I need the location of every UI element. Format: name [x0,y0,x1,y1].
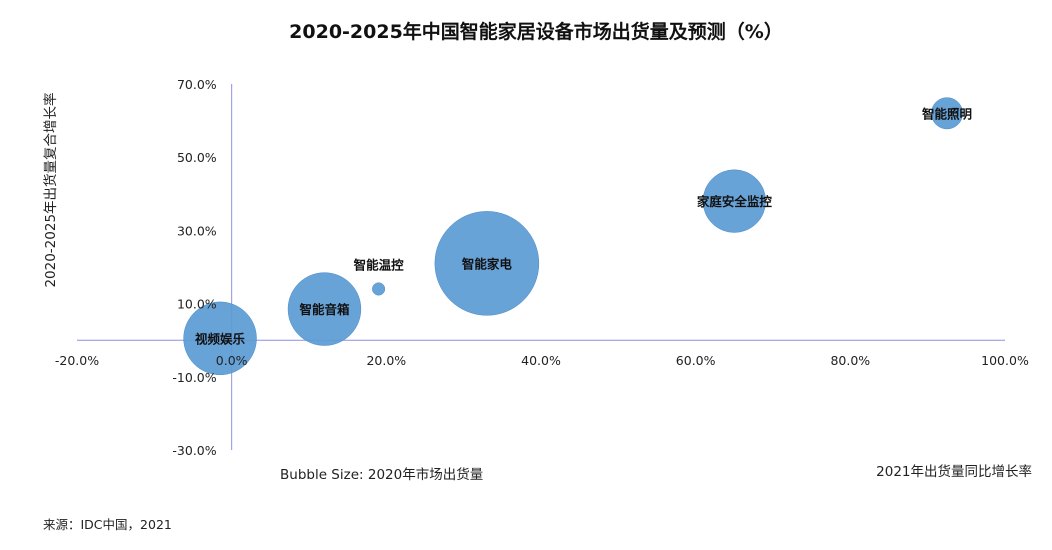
bubbles [183,97,963,376]
x-tick-label: -20.0% [55,353,99,368]
bubble-size-note: Bubble Size: 2020年市场出货量 [280,466,483,483]
bubble [287,272,362,346]
y-tick-label: 10.0% [177,297,217,312]
y-axis-title: 2020-2025年出货量复合增长率 [42,92,59,287]
x-tick-labels: -20.0% 0.0% 20.0% 40.0% 60.0% 80.0% 100.0% [55,353,1029,368]
y-tick-label: -10.0% [172,370,216,385]
x-tick-label: 40.0% [521,353,561,368]
bubble [434,211,540,316]
bubble-label: 智能家电 [461,256,513,271]
x-tick-label: 20.0% [366,353,406,368]
source-note: 来源：IDC中国，2021 [43,517,172,532]
bubble-label: 家庭安全监控 [697,194,773,209]
x-tick-label: 80.0% [830,353,870,368]
y-tick-labels: -30.0% -10.0% 10.0% 30.0% 50.0% 70.0% [172,77,216,458]
bubble-label: 智能音箱 [298,302,350,317]
bubble-labels: 视频娱乐 智能音箱 智能温控 智能家电 家庭安全监控 智能照明 [195,106,972,346]
x-tick-label: 0.0% [216,353,248,368]
y-tick-label: 70.0% [177,77,217,92]
bubble [702,169,766,233]
bubble-label: 智能温控 [353,258,405,273]
y-tick-label: -30.0% [172,443,216,458]
axes [77,84,1005,450]
bubble [931,97,963,130]
x-tick-label: 60.0% [676,353,716,368]
x-axis-title: 2021年出货量同比增长率 [876,463,1032,480]
y-tick-label: 30.0% [177,223,217,238]
x-tick-label: 100.0% [981,353,1029,368]
bubble [183,301,257,376]
chart-title: 2020-2025年中国智能家居设备市场出货量及预测（%） [289,20,783,43]
bubble-label: 视频娱乐 [195,331,246,346]
bubble-label: 智能照明 [921,106,972,121]
y-tick-label: 50.0% [177,150,217,165]
bubble [372,282,386,296]
